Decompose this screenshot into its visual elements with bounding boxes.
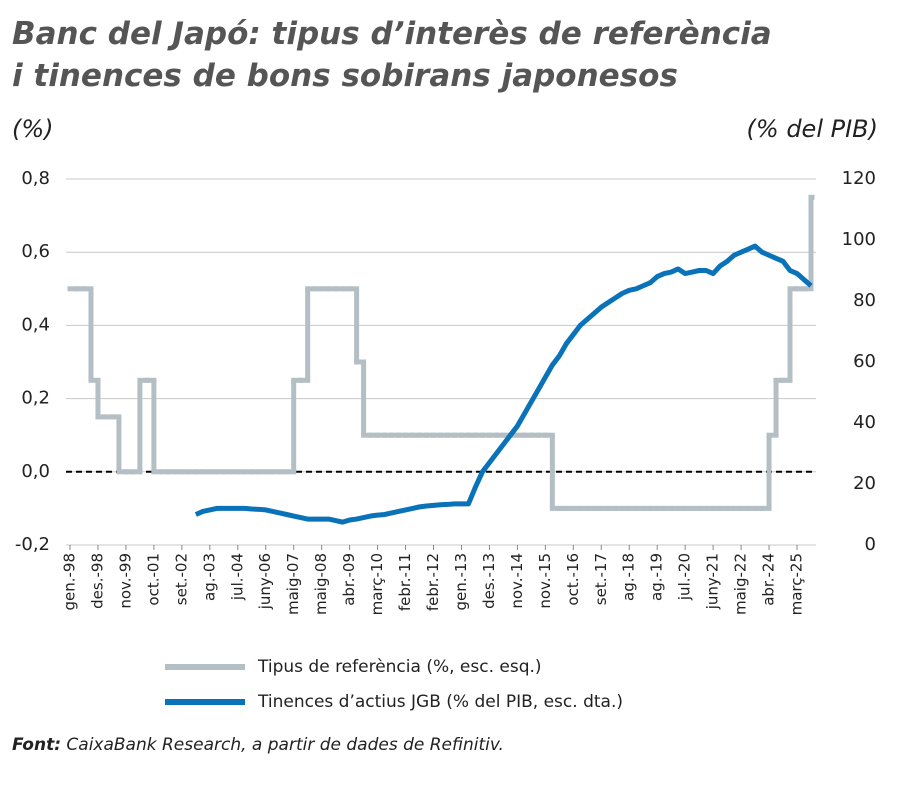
y-tick-label: 0,6 [21, 241, 50, 262]
x-tick-label: gen.-13 [452, 553, 470, 611]
y-axis-label: (%) [12, 115, 54, 143]
x-tick-label: nov.-14 [508, 553, 526, 609]
x-tick-label: jul.-04 [228, 553, 246, 601]
x-tick-label: ag.-03 [200, 553, 218, 601]
y2-tick-label: 100 [842, 229, 876, 250]
x-tick-label: febr.-11 [396, 553, 414, 611]
x-tick-label: juny-21 [704, 553, 722, 610]
y2-tick-label: 120 [842, 168, 876, 189]
x-tick-label: març-10 [368, 553, 386, 615]
y2-tick-label: 40 [853, 412, 876, 433]
y2-tick-label: 20 [853, 473, 876, 494]
y2-tick-label: 0 [865, 534, 876, 555]
chart-title: i tinences de bons sobirans japonesos [12, 58, 678, 94]
x-tick-label: jul.-20 [676, 553, 694, 601]
x-tick-label: maig-08 [312, 553, 330, 615]
data-line [194, 243, 813, 525]
source: Font: CaixaBank Research, a partir de da… [12, 735, 504, 755]
y2-tick-label: 60 [853, 351, 876, 372]
y2-tick-label: 80 [853, 290, 876, 311]
y-tick-label: 0,8 [21, 168, 50, 189]
x-tick-label: gen.-98 [61, 553, 79, 611]
x-tick-label: febr.-12 [424, 553, 442, 611]
x-tick-label: maig-22 [732, 553, 750, 615]
x-tick-label: oct.-01 [144, 553, 162, 606]
x-tick-label: des.-98 [88, 553, 106, 609]
x-tick-label: juny-06 [256, 553, 274, 610]
x-tick-label: des.-13 [480, 553, 498, 609]
legend-label: Tinences d’actius JGB (% del PIB, esc. d… [257, 692, 623, 712]
x-tick-label: maig-07 [284, 553, 302, 615]
x-tick-label: set.-17 [592, 553, 610, 605]
y-tick-label: 0,4 [21, 314, 50, 335]
y2-axis-label: (% del PIB) [747, 115, 878, 143]
y-tick-label: 0,0 [21, 461, 50, 482]
x-tick-label: set.-02 [172, 553, 190, 605]
source-label: Font: [12, 735, 61, 755]
x-tick-label: abr.-24 [760, 553, 778, 606]
y-tick-label: -0,2 [15, 534, 50, 555]
legend-label: Tipus de referència (%, esc. esq.) [257, 657, 542, 677]
y-tick-label: 0,2 [21, 388, 50, 409]
x-tick-label: abr.-09 [340, 553, 358, 606]
chart-title: Banc del Japó: tipus d’interès de referè… [12, 16, 772, 52]
x-tick-label: ag.-18 [620, 553, 638, 601]
x-tick-label: oct.-16 [564, 553, 582, 606]
x-tick-label: març-25 [788, 553, 806, 615]
source-text: CaixaBank Research, a partir de dades de… [66, 735, 504, 755]
x-tick-label: nov.-99 [116, 553, 134, 609]
x-tick-label: ag.-19 [648, 553, 666, 601]
x-tick-label: nov.-15 [536, 553, 554, 609]
